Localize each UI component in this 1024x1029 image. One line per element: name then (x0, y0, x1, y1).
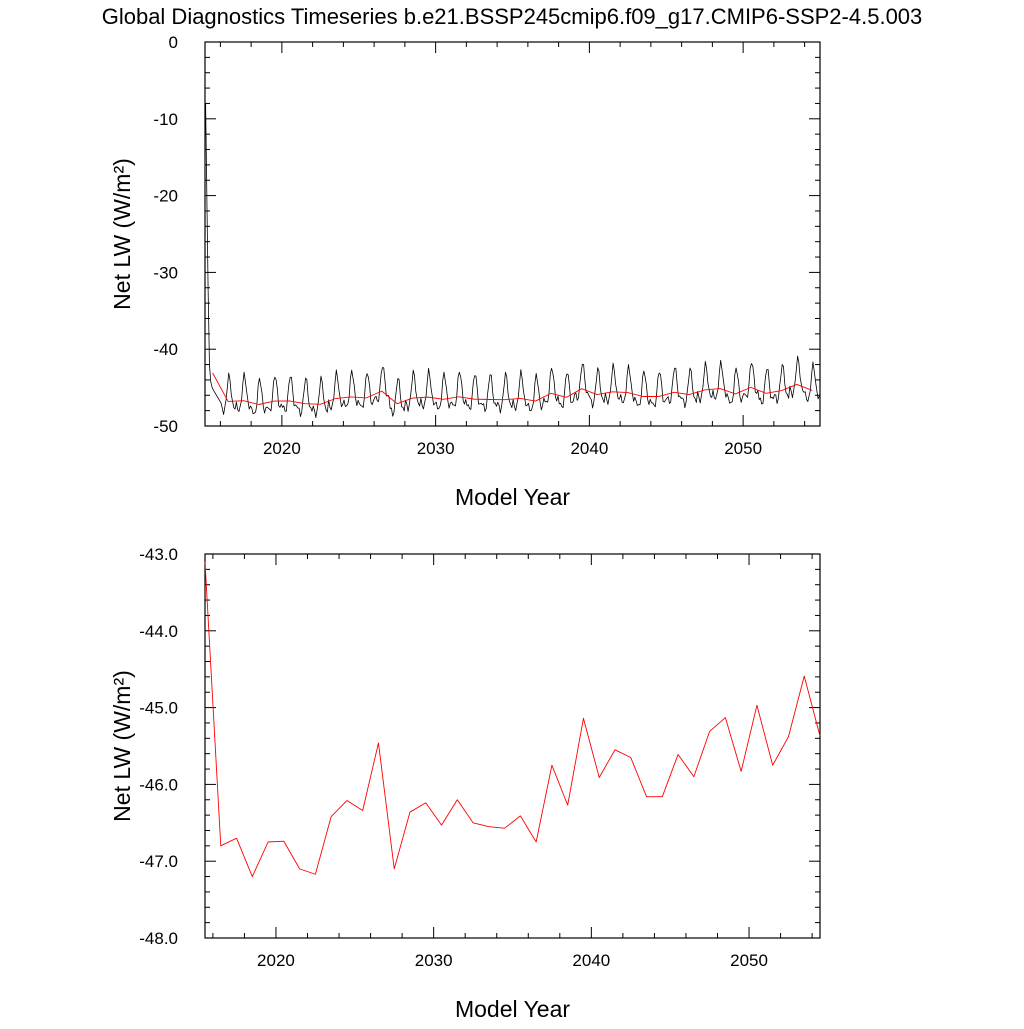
plot-frame (204, 553, 821, 939)
series-line-annual (212, 372, 813, 405)
y-tick-label: -48.0 (139, 929, 178, 948)
y-tick-label: -46.0 (139, 775, 178, 794)
y-tick-label: -20 (153, 187, 178, 206)
series-line-monthly (205, 103, 820, 418)
x-tick-label: 2020 (263, 439, 301, 458)
y-tick-label: -50 (153, 417, 178, 436)
y-tick-label: -43.0 (139, 545, 178, 564)
plot-frame (204, 41, 821, 427)
y-axis-title: Net LW (W/m²) (109, 670, 135, 822)
x-axis-title: Model Year (455, 996, 570, 1022)
x-tick-label: 2040 (570, 439, 608, 458)
y-tick-label: -40 (153, 340, 178, 359)
figure-title: Global Diagnostics Timeseries b.e21.BSSP… (102, 4, 923, 29)
x-tick-label: 2050 (724, 439, 762, 458)
x-tick-label: 2050 (730, 951, 768, 970)
series-line-annual (204, 561, 821, 878)
x-tick-label: 2030 (417, 439, 455, 458)
chart-panel-1: 2020 2030 2040 2050 0 -10 -20 -30 -40 -50 Model Ye… (109, 33, 821, 510)
x-axis-title: Model Year (455, 484, 570, 510)
y-tick-label: -44.0 (139, 622, 178, 641)
x-tick-label: 2040 (572, 951, 610, 970)
y-tick-label: -10 (153, 110, 178, 129)
y-tick-label: -30 (153, 263, 178, 282)
y-tick-label: -47.0 (139, 852, 178, 871)
chart-panel-2: 2020 2030 2040 2050 -43.0 -44.0 -45.0 -46.0 -47.… (109, 545, 821, 1022)
y-axis-title: Net LW (W/m²) (109, 158, 135, 310)
x-tick-label: 2030 (415, 951, 453, 970)
y-tick-label: 0 (169, 33, 178, 52)
y-tick-label: -45.0 (139, 699, 178, 718)
x-tick-label: 2020 (257, 951, 295, 970)
